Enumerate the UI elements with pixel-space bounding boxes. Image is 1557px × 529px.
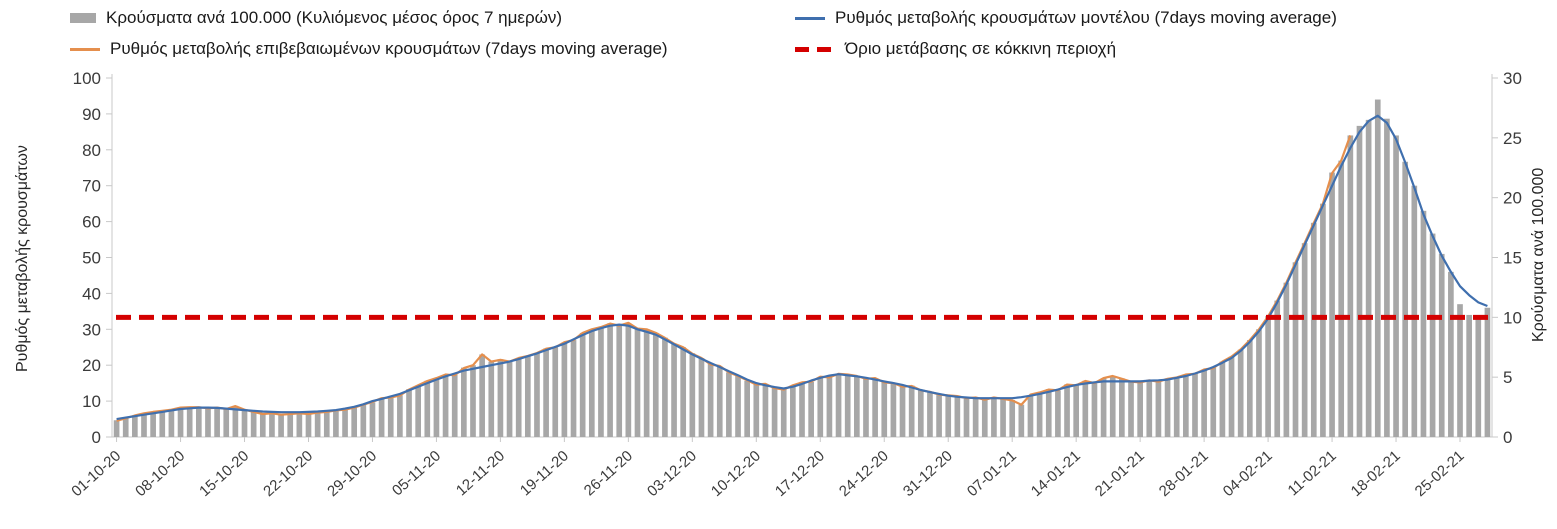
svg-text:40: 40	[82, 284, 101, 303]
legend-label-threshold: Όριο μετάβασης σε κόκκινη περιοχή	[845, 39, 1117, 58]
legend-label-bars: Κρούσματα ανά 100.000 (Κυλιόμενος μέσος …	[106, 8, 563, 27]
legend-item-threshold: Όριο μετάβασης σε κόκκινη περιοχή	[795, 37, 1337, 61]
svg-text:25: 25	[1503, 129, 1522, 148]
svg-text:80: 80	[82, 141, 101, 160]
svg-text:20: 20	[1503, 189, 1522, 208]
model-line-swatch-icon	[795, 16, 825, 20]
svg-text:5: 5	[1503, 368, 1512, 387]
svg-text:24-12-20: 24-12-20	[836, 447, 892, 500]
svg-text:07-01-21: 07-01-21	[964, 447, 1020, 500]
x-axis-ticks: 01-10-20 08-10-20 15-10-20 22-10-20 29-10-20…	[68, 437, 1468, 500]
legend-item-confirmed: Ρυθμός μεταβολής επιβεβαιωμένων κρουσμάτ…	[70, 37, 795, 61]
svg-text:29-10-20: 29-10-20	[324, 447, 380, 500]
legend-label-confirmed: Ρυθμός μεταβολής επιβεβαιωμένων κρουσμάτ…	[110, 39, 668, 58]
svg-text:26-11-20: 26-11-20	[581, 447, 636, 499]
svg-text:0: 0	[92, 428, 101, 447]
threshold-dash-swatch-icon	[795, 46, 835, 52]
svg-text:19-11-20: 19-11-20	[517, 447, 572, 499]
legend-item-model: Ρυθμός μεταβολής κρουσμάτων μοντέλου (7d…	[795, 6, 1337, 30]
svg-text:20: 20	[82, 356, 101, 375]
svg-text:12-11-20: 12-11-20	[453, 447, 508, 499]
svg-text:08-10-20: 08-10-20	[132, 447, 188, 500]
bars-series	[113, 99, 1491, 438]
confirmed-line	[116, 135, 1352, 422]
svg-text:21-01-21: 21-01-21	[1092, 447, 1148, 500]
svg-text:10: 10	[82, 392, 101, 411]
svg-text:10-12-20: 10-12-20	[708, 447, 764, 500]
svg-text:03-12-20: 03-12-20	[644, 447, 700, 500]
svg-text:15: 15	[1503, 249, 1522, 268]
right-axis-ticks: 0 5 10 15 20 25 30	[1492, 69, 1522, 447]
svg-text:70: 70	[82, 177, 101, 196]
confirmed-line-swatch-icon	[70, 47, 100, 51]
svg-text:0: 0	[1503, 428, 1512, 447]
svg-text:18-02-21: 18-02-21	[1348, 447, 1404, 500]
bars-swatch-icon	[70, 13, 96, 23]
model-line	[116, 114, 1488, 421]
svg-text:14-01-21: 14-01-21	[1028, 447, 1084, 500]
left-axis-ticks: 0 10 20 30 40 50 60 70 80 90 100	[73, 69, 112, 447]
svg-text:60: 60	[82, 213, 101, 232]
svg-text:04-02-21: 04-02-21	[1220, 447, 1276, 500]
svg-text:11-02-21: 11-02-21	[1285, 447, 1340, 499]
svg-text:100: 100	[73, 69, 101, 88]
svg-text:90: 90	[82, 105, 101, 124]
svg-text:50: 50	[82, 249, 101, 268]
svg-text:17-12-20: 17-12-20	[772, 447, 828, 500]
svg-text:31-12-20: 31-12-20	[900, 447, 956, 500]
svg-text:25-02-21: 25-02-21	[1412, 447, 1468, 500]
svg-text:05-11-20: 05-11-20	[389, 447, 444, 499]
svg-text:10: 10	[1503, 308, 1522, 327]
svg-text:30: 30	[1503, 69, 1522, 88]
svg-text:30: 30	[82, 320, 101, 339]
legend-item-bars: Κρούσματα ανά 100.000 (Κυλιόμενος μέσος …	[70, 6, 795, 30]
svg-text:15-10-20: 15-10-20	[196, 447, 252, 500]
legend: Κρούσματα ανά 100.000 (Κυλιόμενος μέσος …	[70, 6, 1337, 61]
svg-text:28-01-21: 28-01-21	[1156, 447, 1212, 500]
legend-label-model: Ρυθμός μεταβολής κρουσμάτων μοντέλου (7d…	[835, 8, 1337, 27]
svg-text:22-10-20: 22-10-20	[260, 447, 316, 500]
svg-text:01-10-20: 01-10-20	[68, 447, 124, 500]
